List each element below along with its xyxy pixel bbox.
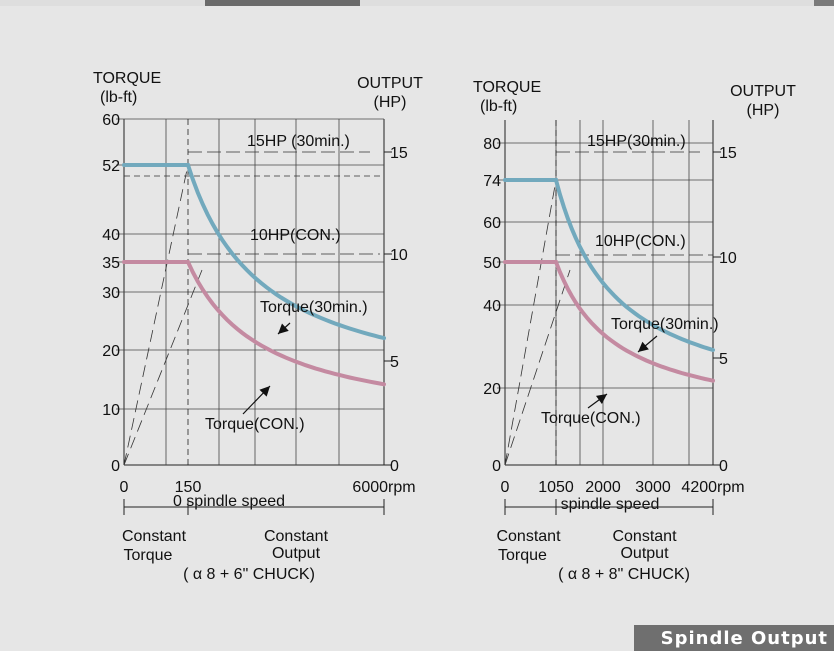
y-right-tick-label: 5 [390,354,399,371]
power-ramp-con [123,269,203,466]
chuck-label: ( α 8 + 8" CHUCK) [558,566,690,583]
y-right-axis-title: OUTPUT [730,83,796,100]
y-left-tick-label: 60 [483,215,501,232]
y-left-tick-label: 40 [102,227,120,244]
torque-30min-curve [122,163,386,341]
torque-30min-curve [503,178,715,352]
y-right-tick-label: 15 [719,145,737,162]
y-left-axis-title: TORQUE [93,70,161,87]
annotation-torque-30min: Torque(30min.) [260,299,368,316]
y-left-tick-label: 74 [483,173,501,190]
arrow-torque-con-head [595,394,607,404]
chart-1: 0 10 20 30 35 40 52 60 0 5 10 15 TORQUE (lb-ft) OUTPUT… [93,70,423,583]
y-left-tick-label: 0 [111,458,120,475]
x-tick-label: 2000 [585,479,621,496]
y-left-axis-unit: (lb-ft) [480,98,517,115]
x-axis-label: 0 spindle speed [173,493,285,510]
y-left-tick-label: 10 [102,402,120,419]
spindle-output-charts: 0 10 20 30 35 40 52 60 0 5 10 15 TORQUE (lb-ft) OUTPUT… [93,70,796,583]
annotation-torque-30min: Torque(30min.) [611,316,719,333]
top-tab[interactable] [205,0,360,6]
chart-panel: 0 10 20 30 35 40 52 60 0 5 10 15 TORQUE (lb-ft) OUTPUT… [0,6,834,626]
top-right-control[interactable] [814,0,834,6]
y-right-tick-label: 10 [390,247,408,264]
power-ramp-30min [504,179,557,466]
top-bar [0,0,834,6]
caption-label: Spindle Output [634,625,834,651]
x-tick-label: 1050 [538,479,574,496]
region-label-constant-output: Constant [264,528,329,545]
region-label-constant-torque: Torque [124,547,173,564]
region-label-constant-output: Constant [612,528,677,545]
annotation-torque-con: Torque(CON.) [205,416,305,433]
chuck-label: ( α 8 + 6" CHUCK) [183,566,315,583]
y-left-tick-label: 52 [102,158,120,175]
arrow-torque-30min-head [638,341,649,352]
torque-con-curve [503,260,715,383]
y-right-axis-unit: (HP) [374,94,407,111]
y-left-axis-title: TORQUE [473,79,541,96]
region-label-constant-torque: Constant [122,528,187,545]
x-axis-label: spindle speed [561,496,660,513]
x-tick-label: 0 [120,479,129,496]
chart-2: 0 20 40 50 60 74 80 0 5 10 15 TORQUE (lb-ft) OUTPUT (H… [473,79,796,583]
y-left-tick-label: 0 [492,458,501,475]
y-left-tick-label: 30 [102,285,120,302]
x-tick-label: 6000rpm [352,479,415,496]
y-right-tick-label: 0 [390,458,399,475]
x-tick-label: 4200rpm [681,479,744,496]
y-left-axis-unit: (lb-ft) [100,89,137,106]
y-left-tick-label: 20 [102,343,120,360]
region-label-constant-output: Output [272,545,321,562]
y-right-tick-label: 0 [719,458,728,475]
y-right-tick-label: 5 [719,351,728,368]
y-left-tick-label: 80 [483,136,501,153]
region-label-constant-output: Output [620,545,669,562]
arrow-torque-con-head [259,386,270,397]
region-label-constant-torque: Constant [496,528,561,545]
arrow-torque-30min-head [278,323,289,334]
x-tick-label: 0 [501,479,510,496]
region-label-constant-torque: Torque [498,547,547,564]
x-tick-label: 150 [175,479,202,496]
y-left-tick-label: 60 [102,112,120,129]
x-tick-label: 3000 [635,479,671,496]
torque-con-curve [122,260,386,387]
power-ramp-30min [123,164,189,466]
annotation-15hp: 15HP(30min.) [587,133,686,150]
annotation-10hp: 10HP(CON.) [250,227,341,244]
power-ramp-con [504,269,571,466]
y-right-axis-title: OUTPUT [357,75,423,92]
y-left-tick-label: 50 [483,255,501,272]
y-right-tick-label: 10 [719,250,737,267]
y-left-tick-label: 35 [102,255,120,272]
y-left-tick-label: 40 [483,298,501,315]
annotation-torque-con: Torque(CON.) [541,410,641,427]
y-right-axis-unit: (HP) [747,102,780,119]
y-left-tick-label: 20 [483,381,501,398]
y-right-tick-label: 15 [390,145,408,162]
annotation-10hp: 10HP(CON.) [595,233,686,250]
annotation-15hp: 15HP (30min.) [247,133,350,150]
